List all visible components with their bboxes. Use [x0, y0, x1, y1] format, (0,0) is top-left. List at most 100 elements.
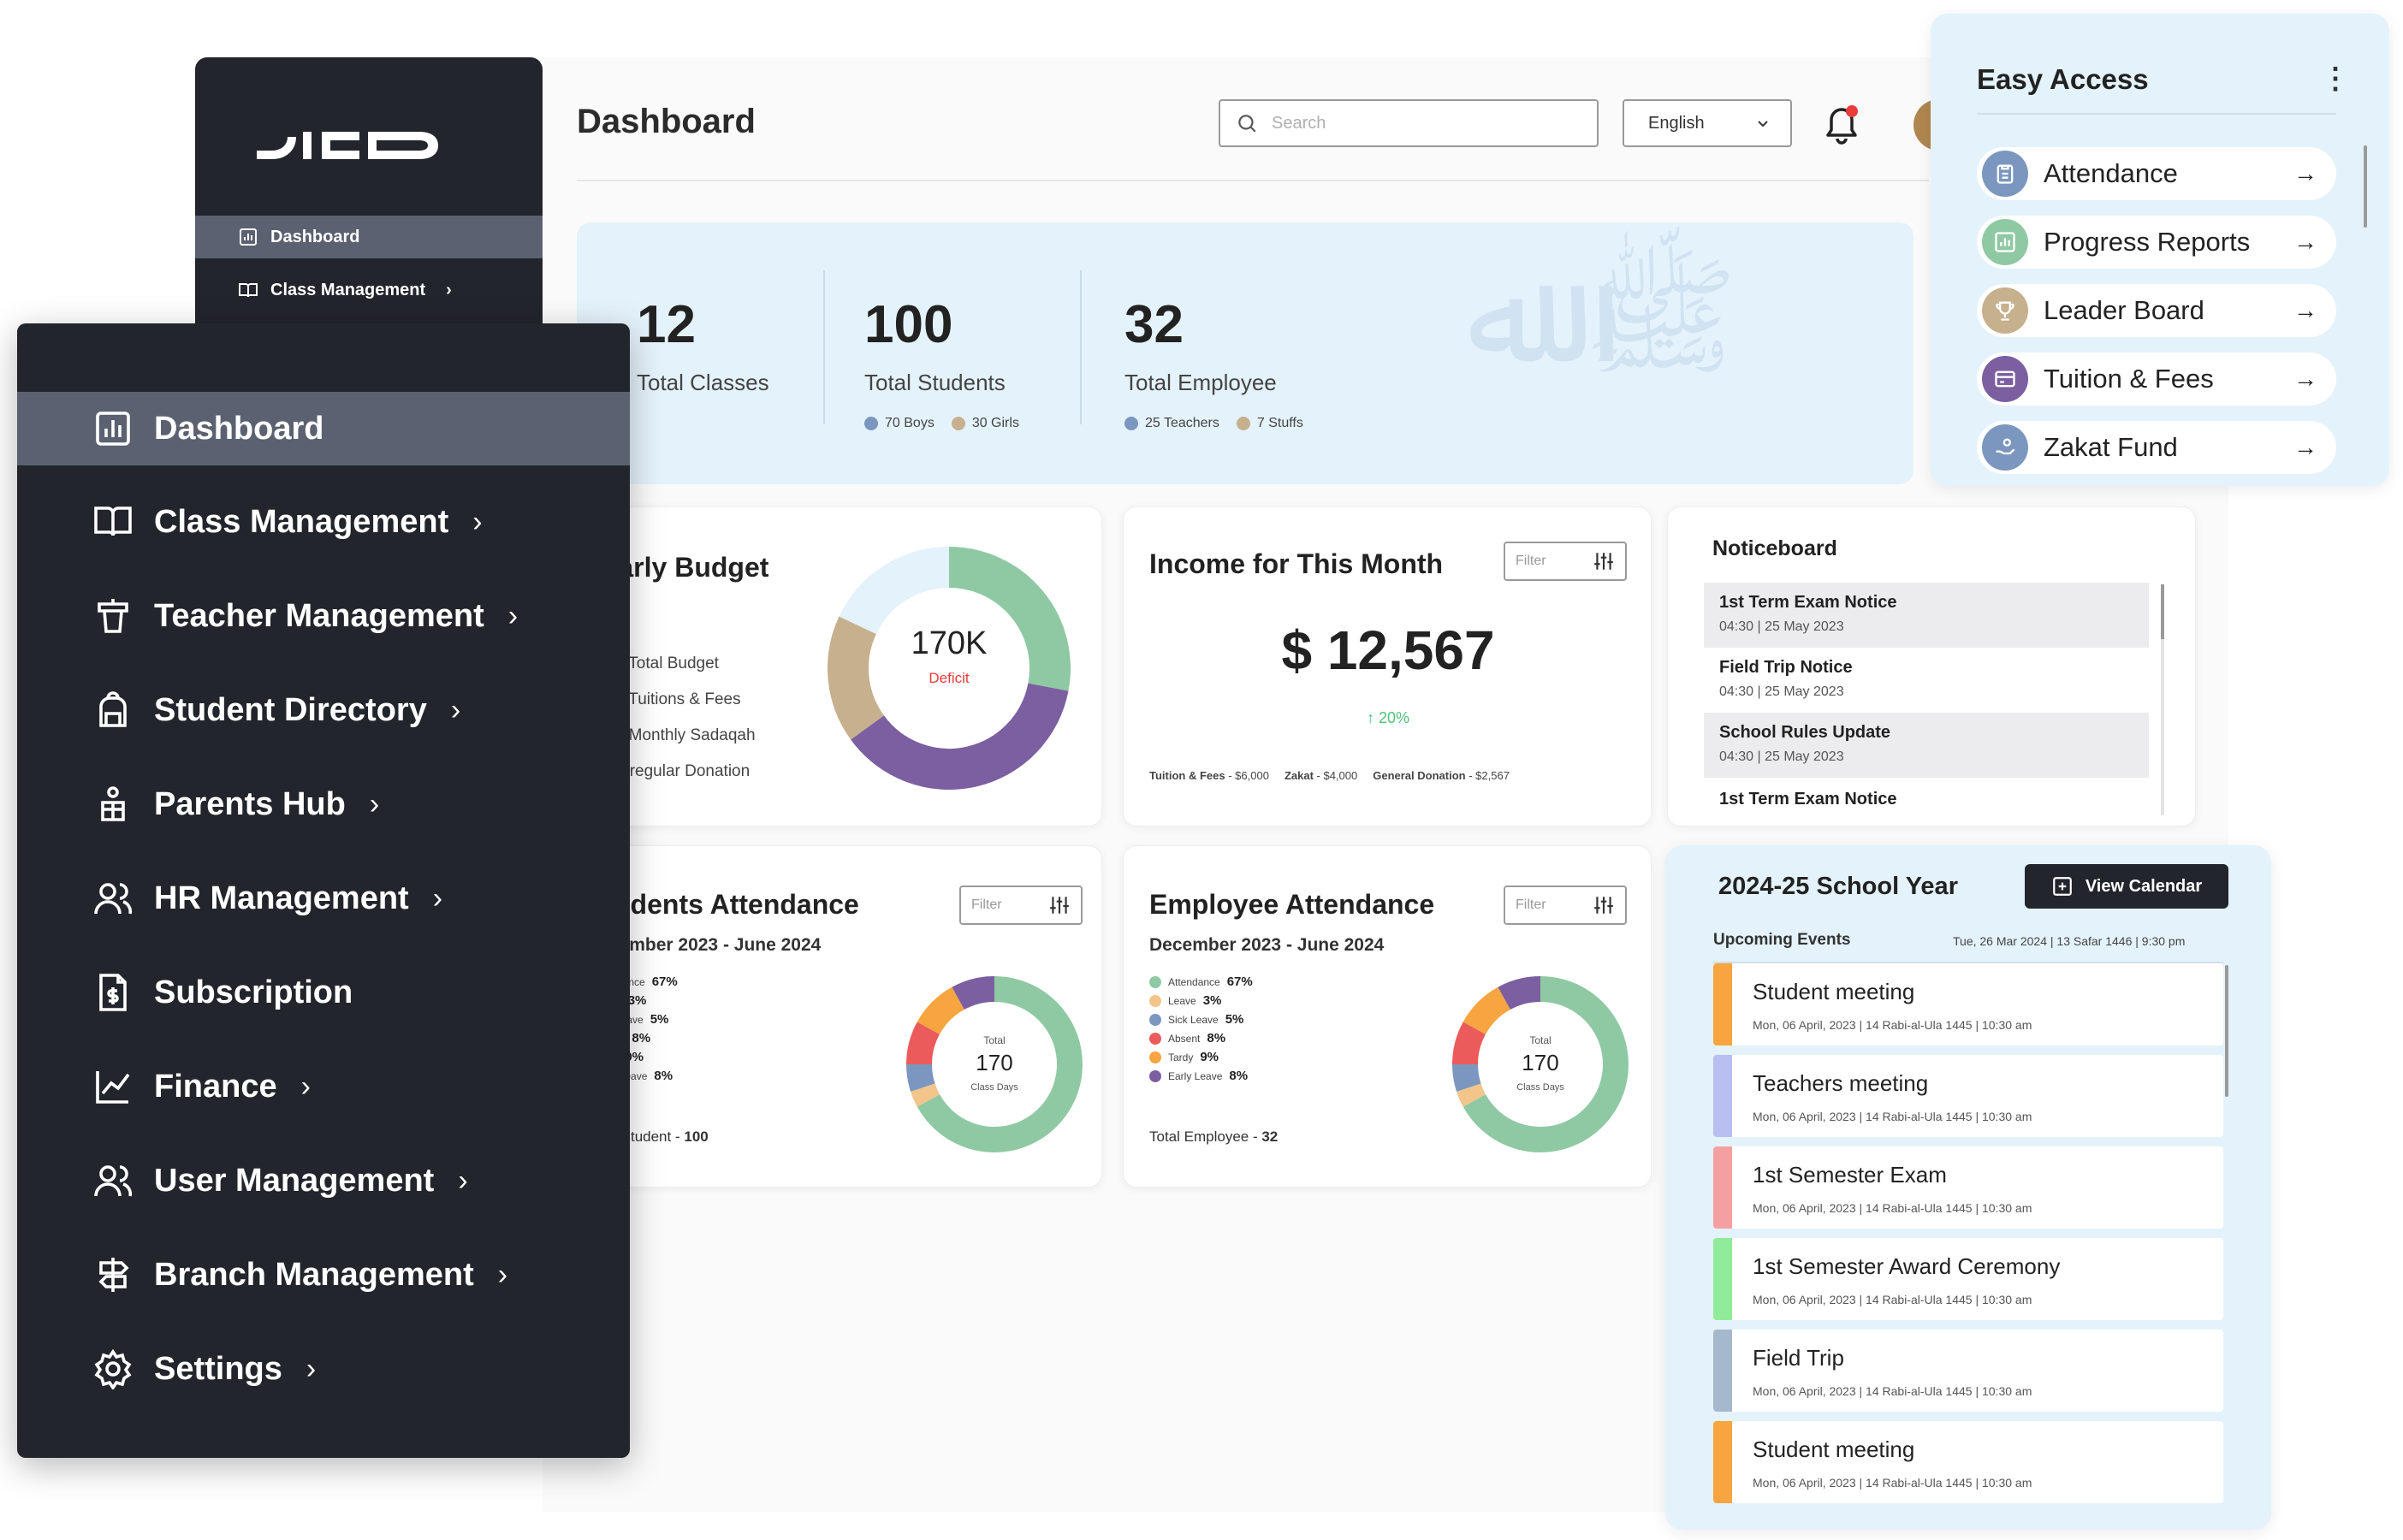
sidebar-item-finance[interactable]: Finance ›: [17, 1050, 630, 1123]
sidebar-item-student-directory[interactable]: Student Directory ›: [17, 673, 630, 747]
legend-value: 8%: [1229, 1069, 1249, 1083]
sidebar-item-subscription[interactable]: Subscription: [17, 956, 630, 1029]
budget-card: Yearly Budget 560K Total Budget 220K Tui…: [548, 506, 1102, 826]
total-value: 32: [1261, 1128, 1279, 1145]
students-breakdown: 70 Boys 30 Girls: [864, 416, 1019, 431]
event-color-bar: [1713, 963, 1732, 1045]
event-item[interactable]: Teachers meeting Mon, 06 April, 2023 | 1…: [1713, 1055, 2223, 1137]
chevron-right-icon: ›: [450, 693, 461, 726]
easy-access-attendance[interactable]: Attendance →: [1977, 147, 2336, 200]
notice-item[interactable]: 1st Term Exam Notice: [1704, 779, 2149, 826]
donut-slice-sick-leave: [1452, 1063, 1481, 1092]
notice-scrollbar-thumb[interactable]: [2161, 584, 2164, 639]
breakdown-value: $2,567: [1475, 769, 1510, 782]
view-calendar-button[interactable]: View Calendar: [2025, 864, 2228, 909]
boys-count: 70 Boys: [885, 416, 934, 430]
sidebar-item-label: Student Directory: [154, 691, 427, 728]
signpost-icon: [98, 1258, 129, 1292]
legend-item: Attendance 67%: [1149, 974, 1253, 989]
notice-item[interactable]: School Rules Update 04:30 | 25 May 2023: [1704, 713, 2149, 778]
event-color-bar: [1713, 1421, 1732, 1503]
easy-access-label: Attendance: [2044, 158, 2178, 188]
legend-dot: [1149, 975, 1161, 988]
back-sidebar-item-class-management[interactable]: Class Management ›: [195, 269, 543, 311]
easy-access-tuition-fees[interactable]: Tuition & Fees →: [1977, 352, 2336, 406]
users-icon: [94, 1165, 133, 1197]
sidebar-item-user-management[interactable]: User Management ›: [17, 1144, 630, 1217]
event-item[interactable]: Field Trip Mon, 06 April, 2023 | 14 Rabi…: [1713, 1330, 2223, 1412]
donut-slice-early-leave: [952, 976, 995, 1010]
breakdown-label: General Donation: [1373, 769, 1466, 782]
back-sidebar-item-label: Dashboard: [270, 227, 360, 246]
easy-access-progress-reports[interactable]: Progress Reports →: [1977, 216, 2336, 269]
employee-attendance-donut: [1452, 976, 1629, 1152]
legend-label: Tardy: [1168, 1051, 1194, 1063]
sidebar-item-hr-management[interactable]: HR Management ›: [17, 862, 630, 935]
total-students-value: 100: [864, 295, 953, 354]
easy-access-zakat-fund[interactable]: Zakat Fund →: [1977, 421, 2336, 474]
donut-slice-sick-leave: [906, 1063, 935, 1092]
legend-dot: [1149, 1013, 1161, 1026]
notice-date: 04:30 | 25 May 2023: [1719, 684, 1844, 699]
back-sidebar-item-dashboard[interactable]: Dashboard: [195, 216, 543, 258]
events-scrollbar[interactable]: [2225, 965, 2228, 1097]
notice-item[interactable]: Field Trip Notice 04:30 | 25 May 2023: [1704, 648, 2149, 713]
chevron-down-icon: [1758, 121, 1768, 127]
sidebar-item-label: Settings: [154, 1350, 282, 1387]
total-label: Total Employee: [1149, 1128, 1249, 1145]
trophy-icon: [1982, 287, 2028, 334]
total-students-label: Total Students: [864, 370, 1006, 395]
sidebar-item-label: Teacher Management: [154, 597, 484, 634]
stats-banner: ﷺ ﷲ 12 Total Classes 100 Total Students …: [577, 222, 1914, 484]
student-attendance-period: December 2023 - June 2024: [586, 935, 822, 955]
event-item[interactable]: 1st Semester Award Ceremony Mon, 06 Apri…: [1713, 1238, 2223, 1320]
easy-access-scrollbar[interactable]: [2364, 145, 2367, 228]
more-options-icon[interactable]: ⋮: [2321, 62, 2350, 95]
back-sidebar-item-label: Class Management: [270, 280, 426, 299]
divider: [1080, 270, 1082, 424]
event-item[interactable]: Student meeting Mon, 06 April, 2023 | 14…: [1713, 1421, 2223, 1503]
stuffs-count: 7 Stuffs: [1256, 416, 1303, 430]
student-attendance-filter-button[interactable]: Filter: [959, 886, 1083, 925]
users-icon: [94, 883, 133, 915]
school-year-title: 2024-25 School Year: [1718, 873, 1958, 900]
arrow-right-icon: →: [2293, 434, 2317, 460]
arrow-right-icon: →: [2293, 228, 2317, 255]
search-placeholder: Search: [1272, 113, 1326, 133]
language-value: English: [1648, 113, 1705, 133]
event-name: Student meeting: [1753, 1436, 1915, 1462]
donut-slice-attendance: [1463, 976, 1629, 1152]
sidebar-item-branch-management[interactable]: Branch Management ›: [17, 1238, 630, 1312]
language-select[interactable]: English: [1623, 99, 1792, 147]
income-filter-button[interactable]: Filter: [1504, 542, 1627, 581]
notice-title: Field Trip Notice: [1719, 658, 1853, 677]
legend-value: 9%: [1200, 1050, 1219, 1064]
notification-bell-icon[interactable]: [1819, 101, 1864, 149]
sidebar-item-label: Parents Hub: [154, 785, 346, 822]
sidebar-item-class-management[interactable]: Class Management ›: [17, 485, 630, 559]
legend-label: Leave: [1168, 994, 1196, 1007]
easy-access-leader-board[interactable]: Leader Board →: [1977, 284, 2336, 337]
search-input[interactable]: Search: [1219, 99, 1599, 147]
notice-scrollbar[interactable]: [2161, 584, 2164, 815]
legend-dot: [1149, 994, 1161, 1007]
event-item[interactable]: Student meeting Mon, 06 April, 2023 | 14…: [1713, 963, 2223, 1045]
search-icon: [1238, 115, 1256, 133]
sidebar-item-label: Subscription: [154, 974, 353, 1010]
employee-attendance-filter-button[interactable]: Filter: [1504, 886, 1627, 925]
page-title: Dashboard: [577, 103, 756, 140]
notice-item[interactable]: 1st Term Exam Notice 04:30 | 25 May 2023: [1704, 583, 2149, 648]
legend-label: Absent: [1168, 1032, 1201, 1045]
sidebar-item-settings[interactable]: Settings ›: [17, 1332, 630, 1406]
sidebar-item-parents-hub[interactable]: Parents Hub ›: [17, 767, 630, 841]
sidebar-item-label: Class Management: [154, 503, 449, 540]
event-item[interactable]: 1st Semester Exam Mon, 06 April, 2023 | …: [1713, 1146, 2223, 1229]
event-color-bar: [1713, 1330, 1732, 1412]
sidebar-item-dashboard[interactable]: Dashboard: [17, 392, 630, 465]
donut-slice-leave: [1457, 1083, 1486, 1107]
student-attendance-donut: [906, 976, 1083, 1152]
sidebar-item-teacher-management[interactable]: Teacher Management ›: [17, 579, 630, 653]
donut-slice-attendance: [917, 976, 1083, 1152]
donut-slice-light-blue: [839, 547, 950, 635]
sliders-icon: [1594, 553, 1613, 570]
